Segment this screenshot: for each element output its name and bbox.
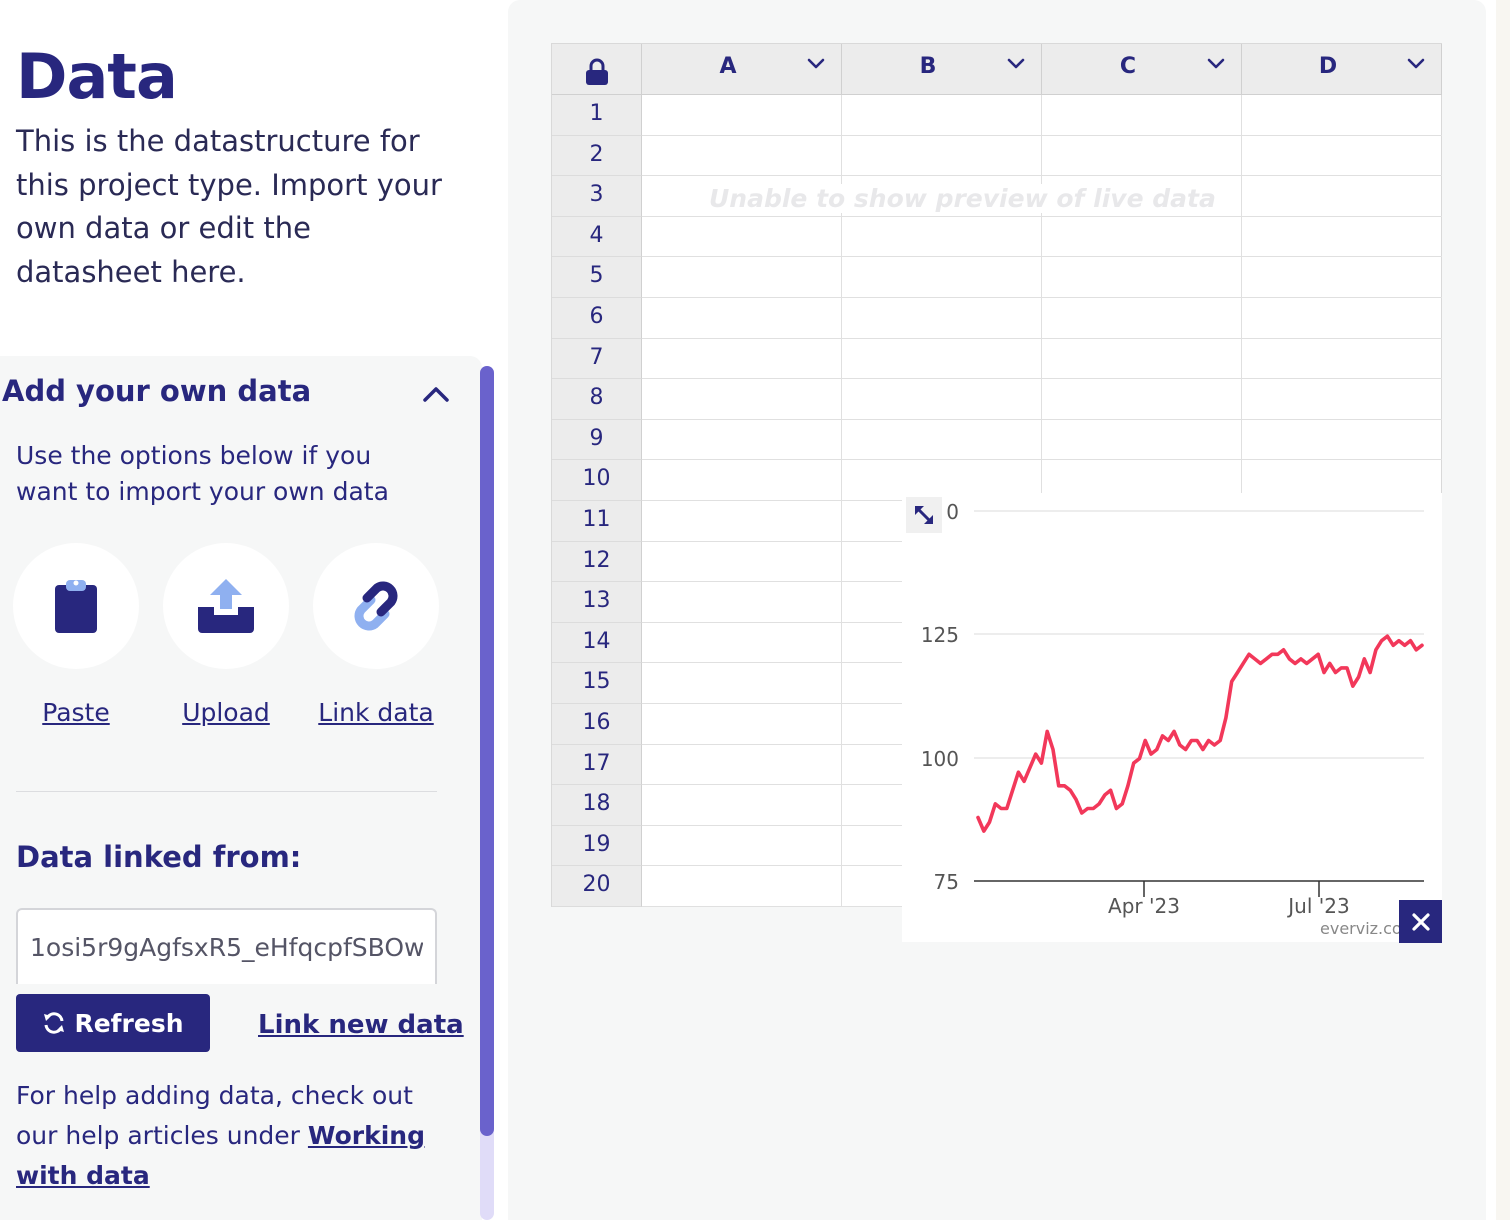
refresh-button[interactable]: Refresh (16, 994, 210, 1052)
chevron-up-icon[interactable] (420, 378, 452, 410)
page-title: Data (16, 40, 178, 113)
row-header-3[interactable]: 3 (552, 176, 642, 217)
x-tick-label: Jul '23 (1286, 894, 1349, 918)
column-label: C (1119, 54, 1137, 79)
column-header-b[interactable]: B (842, 44, 1042, 95)
grid-line (642, 215, 1442, 217)
row-header-11[interactable]: 11 (552, 501, 642, 542)
row-header-2[interactable]: 2 (552, 135, 642, 177)
column-label: B (919, 54, 937, 79)
row-header-7[interactable]: 7 (552, 338, 642, 380)
link-data-link[interactable]: Link data (318, 698, 434, 727)
chevron-down-icon[interactable] (1407, 58, 1425, 70)
grid-line (642, 175, 1442, 177)
row-header-5[interactable]: 5 (552, 257, 642, 298)
y-tick-label: 100 (921, 747, 959, 771)
refresh-label: Refresh (74, 1008, 184, 1038)
column-header-c[interactable]: C (1042, 44, 1242, 95)
row-header-16[interactable]: 16 (552, 704, 642, 745)
sheet-corner (552, 44, 642, 95)
row-header-14[interactable]: 14 (552, 622, 642, 664)
row-header-4[interactable]: 4 (552, 216, 642, 258)
scrollbar-thumb[interactable] (480, 366, 494, 1136)
chevron-down-icon[interactable] (1207, 58, 1225, 70)
import-card (0, 356, 482, 1220)
row-header-8[interactable]: 8 (552, 379, 642, 420)
linked-source-field[interactable] (16, 908, 437, 984)
chart-preview: 0 125 100 75 Apr '23 Jul '23 everviz.com (902, 493, 1442, 942)
close-icon[interactable] (1399, 900, 1442, 943)
grid-line (642, 418, 1442, 420)
help-text: For help adding data, check out our help… (16, 1076, 436, 1196)
row-header-20[interactable]: 20 (552, 866, 642, 907)
row-header-13[interactable]: 13 (552, 582, 642, 623)
page-description: This is the datastructure for this proje… (16, 124, 442, 289)
upload-button[interactable] (163, 543, 289, 669)
y-tick-label: 125 (921, 623, 959, 647)
clipboard-icon (55, 580, 97, 633)
row-header-6[interactable]: 6 (552, 298, 642, 339)
series-line (976, 634, 1424, 833)
link-data-button[interactable] (313, 543, 439, 669)
column-header-a[interactable]: A (642, 44, 842, 95)
row-header-1[interactable]: 1 (552, 95, 642, 136)
row-header-15[interactable]: 15 (552, 663, 642, 704)
grid-line (642, 256, 1442, 258)
refresh-icon (44, 1012, 65, 1034)
row-header-12[interactable]: 12 (552, 541, 642, 583)
upload-link[interactable]: Upload (182, 698, 270, 727)
grid-line (642, 378, 1442, 380)
y-tick-label: 75 (934, 870, 959, 894)
import-card-title: Add your own data (2, 374, 312, 408)
working-with-data-link[interactable]: Working with data (16, 1121, 425, 1190)
row-header-18[interactable]: 18 (552, 785, 642, 826)
y-tick-label: 0 (946, 500, 959, 524)
column-label: D (1318, 54, 1338, 79)
import-card-header[interactable]: Add your own data (0, 372, 460, 414)
import-card-description: Use the options below if you want to imp… (16, 441, 389, 506)
grid-line (642, 297, 1442, 298)
data-panel: Data This is the datastructure for this … (0, 0, 500, 1220)
column-label: A (719, 54, 737, 79)
paste-button[interactable] (13, 543, 139, 669)
column-header-d[interactable]: D (1242, 44, 1442, 95)
divider (16, 791, 437, 792)
paste-link[interactable]: Paste (42, 698, 110, 727)
linked-from-title: Data linked from: (16, 840, 302, 874)
x-tick-label: Apr '23 (1108, 894, 1180, 918)
expand-icon[interactable] (906, 497, 942, 533)
chart-credit: everviz.com (1320, 919, 1417, 938)
help-prefix: For help adding data, check out our help… (16, 1081, 413, 1150)
link-icon (354, 581, 398, 631)
grid-line (642, 459, 1442, 461)
grid-line (642, 337, 1442, 339)
lock-icon (585, 58, 608, 85)
window-edge (1496, 0, 1510, 1220)
chevron-down-icon[interactable] (1007, 58, 1025, 70)
row-header-9[interactable]: 9 (552, 419, 642, 461)
upload-icon (198, 579, 254, 633)
row-header-17[interactable]: 17 (552, 744, 642, 786)
link-new-data-link[interactable]: Link new data (258, 1010, 464, 1040)
grid-line (841, 95, 842, 907)
preview-unavailable-text: Unable to show preview of live data (707, 184, 1218, 213)
row-header-19[interactable]: 19 (552, 825, 642, 867)
grid-line (642, 134, 1442, 136)
row-header-10[interactable]: 10 (552, 460, 642, 501)
chevron-down-icon[interactable] (807, 58, 825, 70)
